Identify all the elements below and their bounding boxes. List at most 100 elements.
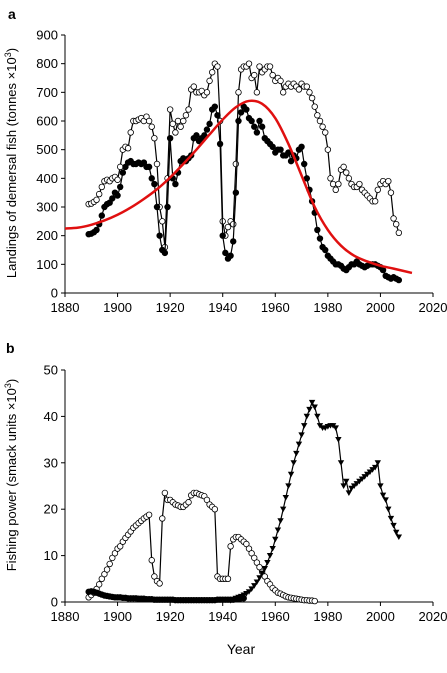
panel-a-series-1-point: [219, 232, 226, 239]
panel-b-series-0-point: [253, 559, 261, 566]
panel-a-series-0-point: [279, 89, 287, 96]
panel-b-series-2-point: [382, 497, 389, 503]
panel-a-series-0-point: [169, 120, 176, 128]
panel-a-series-0-point: [343, 169, 350, 176]
panel-a-series-1-point: [301, 160, 308, 168]
panel-b-series-2-point: [269, 546, 276, 552]
panel-b-series-0-point: [185, 499, 192, 506]
panel-a-series-0-point: [151, 134, 158, 142]
panel-a-y-tick-label: 0: [51, 286, 58, 301]
panel-b-series-2-point: [266, 553, 274, 559]
panel-a-series-1-point: [166, 134, 174, 142]
panel-a-series-1-point: [232, 189, 240, 196]
panel-b-y-tick-label: 10: [44, 548, 58, 563]
panel-b-series-2-point: [277, 518, 284, 524]
panel-a-series-0-point: [180, 117, 187, 125]
panel-b-series-2-point: [303, 413, 311, 420]
panel-b-series-2-point: [245, 589, 253, 595]
panel-a-series-1-point: [248, 117, 255, 125]
panel-a-series-0-point: [303, 83, 311, 90]
panel-b-series-1: [85, 588, 247, 604]
panel-a-series-1-point: [395, 276, 403, 284]
panel-a-ylabel-unit: ×10: [4, 57, 19, 79]
panel-a-series-0-point: [98, 183, 105, 191]
panel-a-series-1-point: [269, 143, 276, 150]
panel-b-series-0-point: [106, 560, 113, 568]
panel-b-series-0-point: [203, 496, 211, 504]
panel-b-x-axis-label: Year: [227, 641, 256, 657]
panel-a-series-0-point: [253, 89, 261, 96]
panel-b-series-2-point: [253, 579, 261, 586]
panel-b-series-2-point: [335, 437, 342, 443]
panel-b-x-tick-label: 1980: [313, 609, 342, 624]
panel-b-series-0-point: [227, 543, 234, 550]
svg-text:Landings of demersal fish (ton: Landings of demersal fish (tonnes ×103): [3, 48, 19, 278]
panel-b-y-tick-label: 0: [51, 595, 58, 610]
panel-b-series-0-point: [151, 573, 158, 580]
panel-a-series-0-point: [329, 180, 337, 188]
panel-a-x-tick-label: 1920: [156, 300, 185, 315]
panel-a-series-1-point: [235, 117, 242, 125]
panel-a-series-0: [85, 60, 403, 251]
panel-b-series-0: [85, 489, 318, 605]
panel-b-series-2-point: [379, 492, 387, 499]
panel-a-series-1-point: [211, 103, 219, 110]
panel-b-y-tick-label: 30: [44, 455, 58, 470]
panel-b-series-2-point: [306, 406, 313, 413]
panel-a-ylabel-exp: 3: [3, 52, 13, 57]
panel-a-series-1-point: [203, 126, 211, 133]
panel-a-fit-curve: [64, 99, 413, 275]
panel-a-series-1-point: [243, 106, 250, 113]
panel-a-series-1-point: [201, 132, 208, 139]
panel-a-series-1-point: [172, 180, 179, 188]
panel-a-series-0-line: [88, 62, 400, 248]
panel-a-series-1-point: [237, 109, 245, 116]
panel-b-x-tick-label: 1900: [103, 609, 132, 624]
panel-a-series-0-point: [251, 71, 258, 79]
panel-a-series-0-point: [374, 186, 381, 193]
panel-a-x-tick-label: 1980: [313, 300, 342, 315]
panel-a-series-0-point: [114, 176, 121, 183]
panel-b-series-2-point: [393, 529, 400, 536]
panel-b-ylabel-exp: 3: [3, 383, 13, 388]
panel-a-x-tick-label: 2000: [366, 300, 395, 315]
panel-a-series-0-point: [269, 71, 276, 79]
panel-a-series-0-point: [166, 106, 174, 113]
panel-a-series-0-point: [335, 180, 342, 188]
panel-a-x-tick-label: 1940: [208, 300, 237, 315]
panel-a-series-0-point: [124, 145, 132, 152]
panel-b: b Fishing power (smack units ×103) 0 10 20…: [3, 340, 447, 657]
panel-a-series-0-point: [385, 177, 392, 185]
panel-a-y-tick-label: 200: [36, 228, 58, 243]
panel-b-series-0-point: [145, 511, 153, 518]
panel-a-series-0-point: [308, 94, 316, 102]
panel-a-series-1: [85, 103, 403, 284]
panel-b-series-0-point: [98, 575, 105, 582]
panel-b-series-0-point: [116, 543, 124, 550]
panel-b-series-0-point: [248, 550, 255, 557]
panel-a-series-1-point: [227, 252, 234, 259]
panel-a-x-tick-label: 1960: [261, 300, 290, 315]
panel-b-series-2-point: [301, 423, 308, 429]
panel-a-series-0-point: [256, 63, 263, 70]
panel-a-series-1-point: [151, 180, 158, 188]
panel-b-series-0-point: [224, 575, 232, 582]
panel-a-series-1-point: [222, 249, 229, 257]
panel-b-x-tick-label: 1960: [261, 609, 290, 624]
panel-b-series-2-point: [387, 515, 395, 522]
panel-b-y-tick-label: 50: [44, 363, 58, 378]
panel-a-series-1-point: [216, 140, 224, 148]
panel-a-series-0-point: [322, 129, 329, 136]
panel-a-y-axis-label: Landings of demersal fish (tonnes ×103): [3, 48, 19, 278]
panel-b-series-2-point: [374, 460, 381, 466]
panel-b-ylabel-main: Fishing power (smack units: [4, 410, 19, 571]
panel-a-series-0-point: [174, 117, 182, 125]
panel-a-series-0-point: [316, 117, 324, 125]
panel-a-series-1-point: [256, 117, 263, 125]
panel-b-series-2-point: [337, 460, 345, 466]
panel-a-series-0-point: [345, 175, 353, 182]
panel-a-series-0-point: [185, 106, 192, 113]
panel-b-series-2-point: [345, 490, 353, 496]
panel-a-series-1-point: [298, 143, 305, 150]
panel-a-series-1-point: [206, 120, 213, 128]
